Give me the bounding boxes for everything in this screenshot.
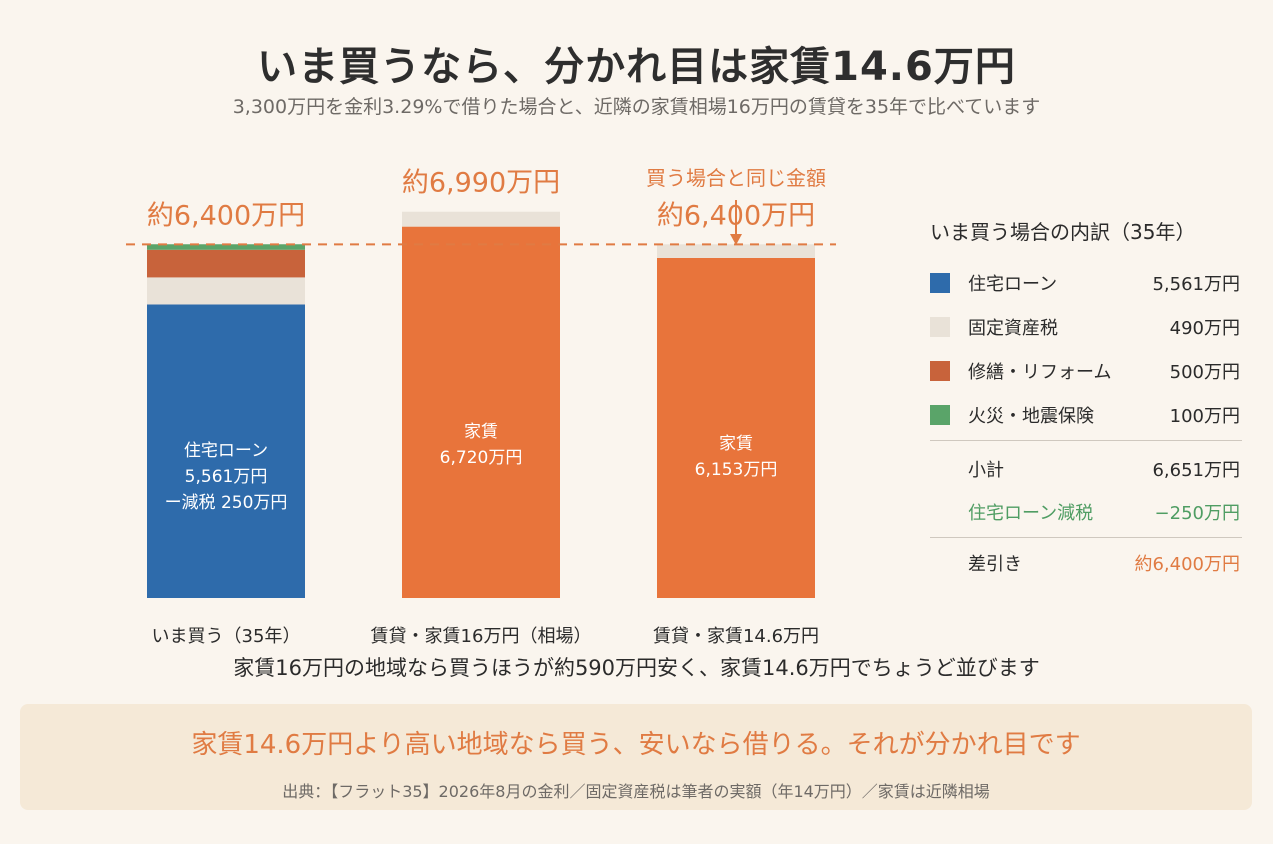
breakdown-row-deduction: 住宅ローン減税 −250万円 <box>930 499 1242 525</box>
bar-total-label: 約6,400万円 <box>147 200 305 231</box>
subtotal-value: 6,651万円 <box>1152 460 1240 481</box>
breakdown-row-insurance: 火災・地震保険 100万円 <box>930 402 1242 428</box>
breakdown-title: いま買う場合の内訳（35年） <box>930 220 1196 244</box>
breakdown-row-loan: 住宅ローン 5,561万円 <box>930 270 1242 296</box>
legend-swatch-tax <box>930 317 950 337</box>
bar-segment-other <box>657 244 815 258</box>
bar-inner-label: ー減税 250万円 <box>165 493 288 513</box>
conclusion-text: 家賃14.6万円より高い地域なら買う、安いなら借りる。それが分かれ目です <box>191 730 1081 760</box>
subtotal-label: 小計 <box>968 460 1004 481</box>
bar-segment-tax <box>147 277 305 305</box>
bar-inner-label: 家賃 <box>464 422 498 442</box>
breakdown-value: 500万円 <box>1169 362 1240 383</box>
breakdown-label: 住宅ローン <box>968 274 1058 295</box>
bar-inner-label: 5,561万円 <box>185 467 268 487</box>
breakdown-value: 490万円 <box>1169 318 1240 339</box>
chart-caption: 家賃16万円の地域なら買うほうが約590万円安く、家賃14.6万円でちょうど並び… <box>233 656 1040 680</box>
conclusion-box: 家賃14.6万円より高い地域なら買う、安いなら借りる。それが分かれ目です 出典：… <box>20 704 1252 810</box>
bar-segment-insurance <box>147 244 305 250</box>
net-value: 約6,400万円 <box>1134 554 1240 575</box>
breakdown-label: 修繕・リフォーム <box>968 362 1112 383</box>
annotation-label: 買う場合と同じ金額 <box>646 166 826 190</box>
breakdown-row-subtotal: 小計 6,651万円 <box>930 456 1242 482</box>
page-subtitle: 3,300万円を金利3.29%で借りた場合と、近隣の家賃相場16万円の賃貸を35… <box>232 96 1041 118</box>
legend-swatch-loan <box>930 273 950 293</box>
category-label: 賃貸・家賃14.6万円 <box>653 626 819 647</box>
breakdown-row-net: 差引き 約6,400万円 <box>930 550 1242 576</box>
page-title: いま買うなら、分かれ目は家賃14.6万円 <box>257 44 1016 90</box>
bar-inner-label: 家賃 <box>719 434 753 454</box>
bar-inner-label: 住宅ローン <box>184 441 268 461</box>
bar-segment-rent <box>402 226 560 598</box>
bar-inner-label: 6,153万円 <box>695 460 778 480</box>
deduction-value: −250万円 <box>1154 503 1240 524</box>
bar-segment-reform <box>147 249 305 278</box>
breakdown-label: 固定資産税 <box>968 318 1058 339</box>
bar-total-label: 約6,990万円 <box>402 168 560 199</box>
bar-segment-rent <box>657 257 815 598</box>
legend-swatch-reform <box>930 361 950 381</box>
bar-segment-loan_net <box>147 304 305 598</box>
breakdown-row-reform: 修繕・リフォーム 500万円 <box>930 358 1242 384</box>
annotation-arrow-head <box>730 234 742 245</box>
source-note: 出典：【フラット35】2026年8月の金利／固定資産税は筆者の実額（年14万円）… <box>282 782 990 801</box>
breakdown-label: 火災・地震保険 <box>968 406 1094 427</box>
deduction-label: 住宅ローン減税 <box>968 503 1094 524</box>
breakdown-value: 100万円 <box>1169 406 1240 427</box>
category-label: 賃貸・家賃16万円（相場） <box>371 626 592 647</box>
bar-segment-other <box>402 211 560 227</box>
category-label: いま買う（35年） <box>152 626 301 647</box>
bar-inner-label: 6,720万円 <box>440 448 523 468</box>
legend-swatch-insurance <box>930 405 950 425</box>
breakdown-value: 5,561万円 <box>1152 274 1240 295</box>
breakdown-divider <box>930 440 1242 441</box>
breakdown-divider <box>930 537 1242 538</box>
net-label: 差引き <box>968 554 1022 575</box>
breakdown-row-tax: 固定資産税 490万円 <box>930 314 1242 340</box>
